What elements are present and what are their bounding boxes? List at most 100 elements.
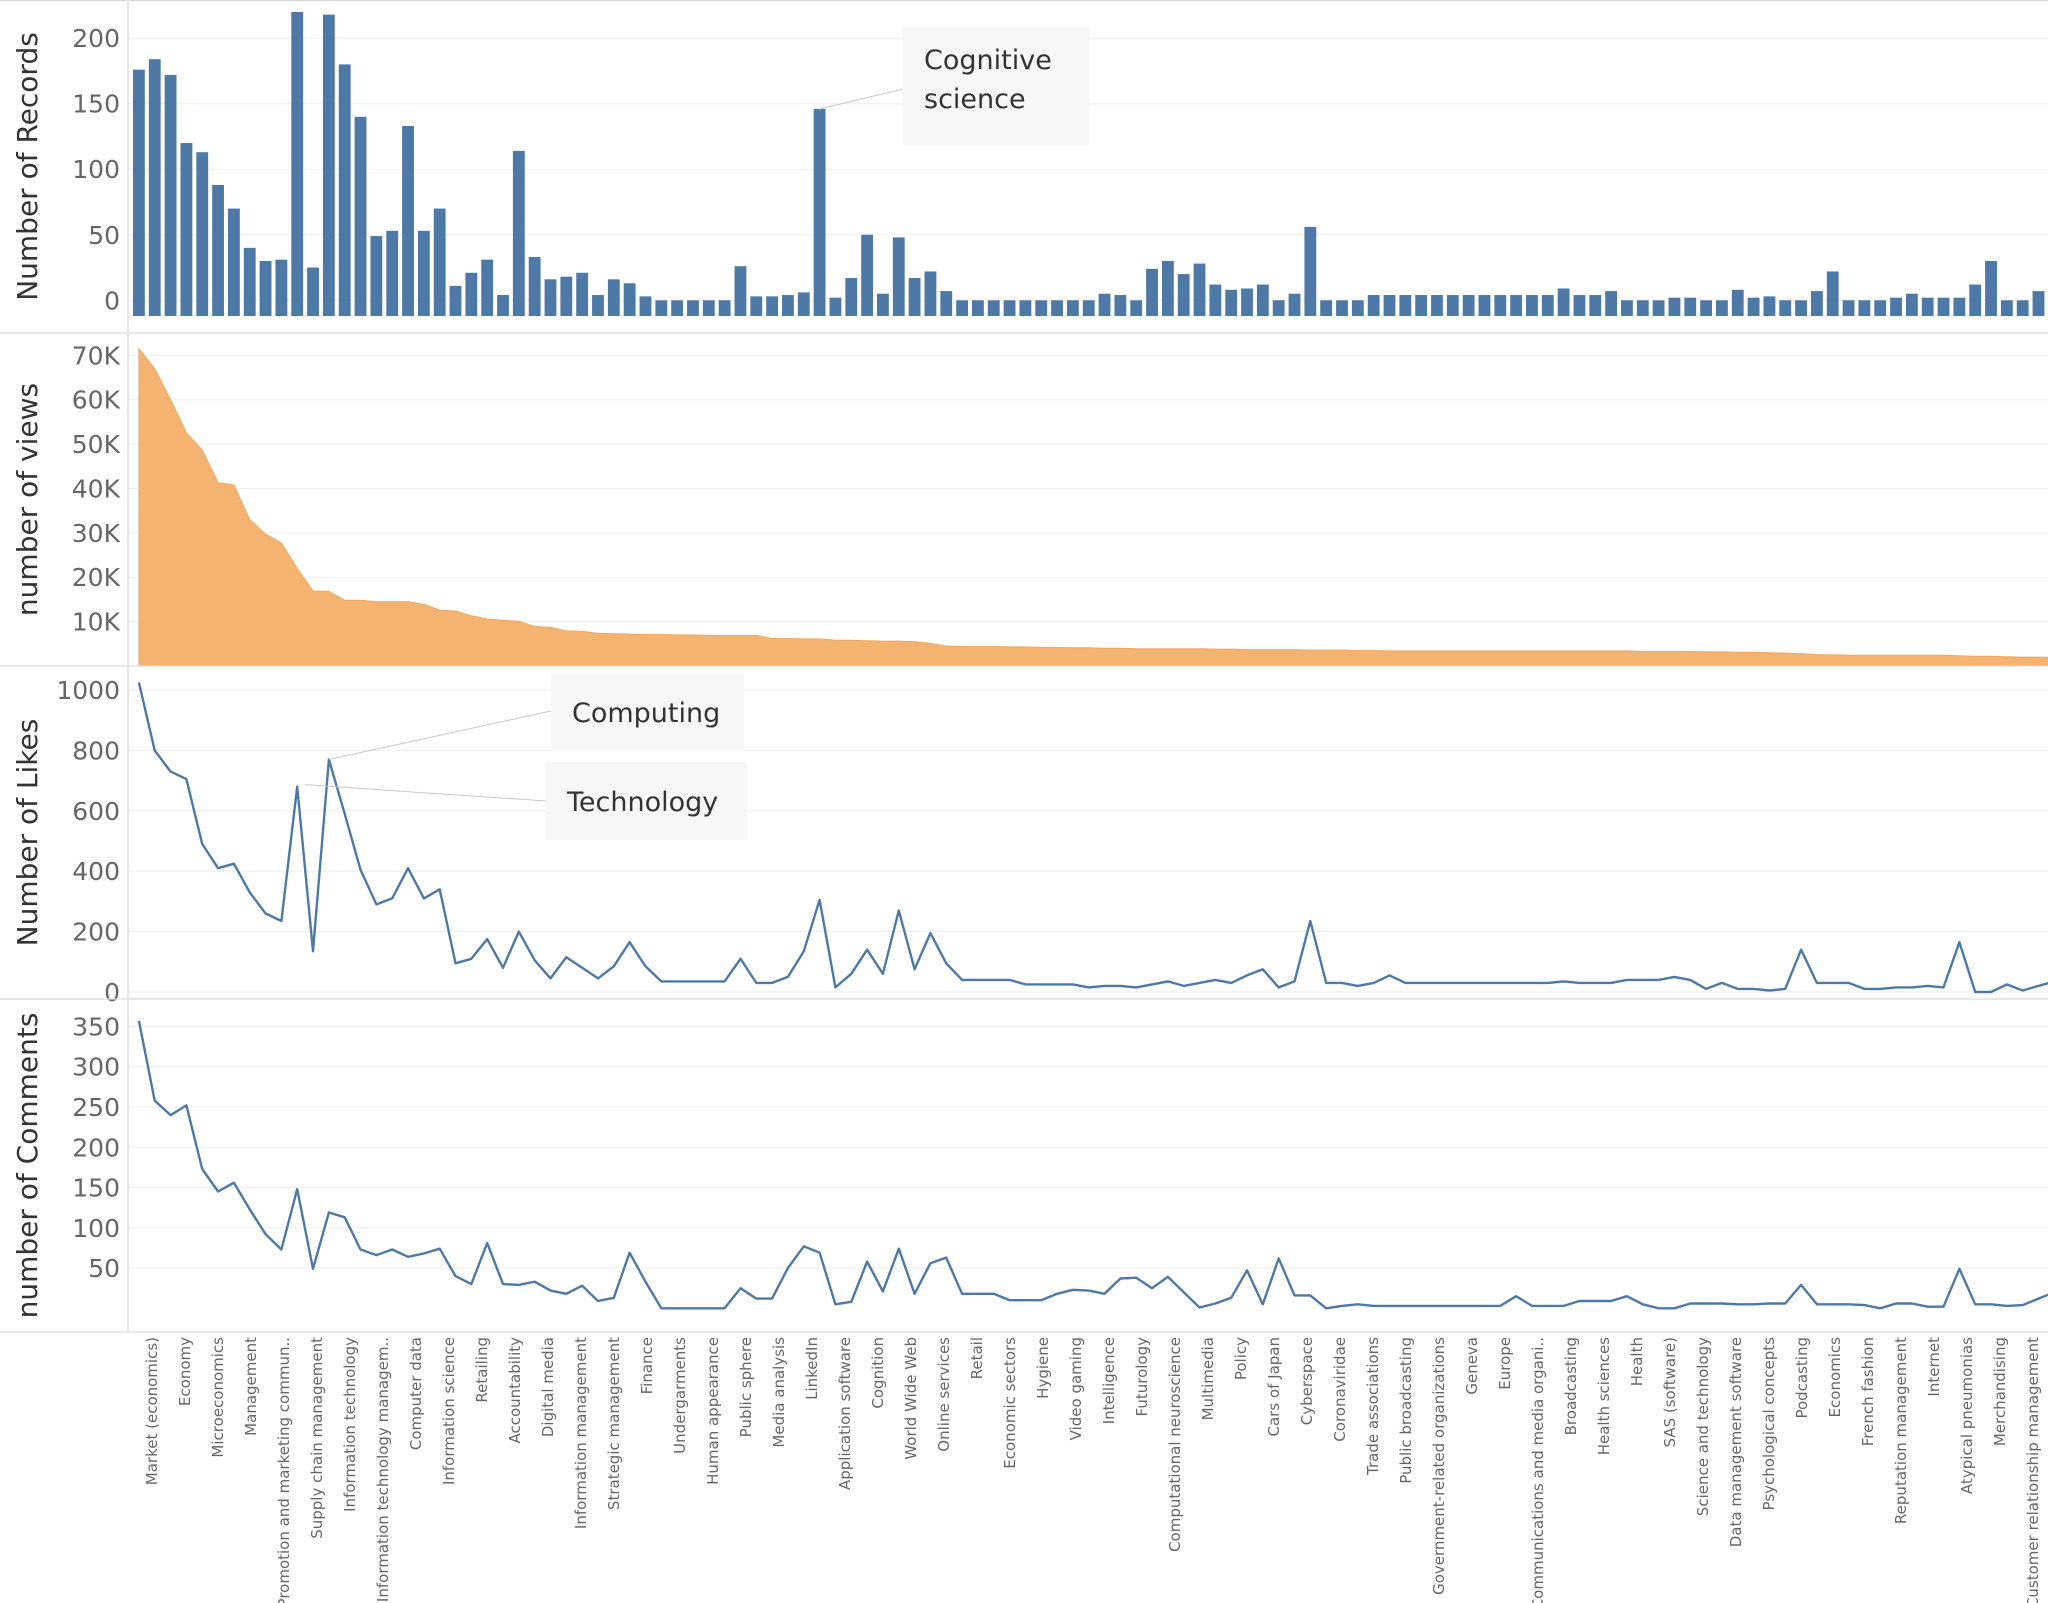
x-tick-label: Retailing <box>473 1337 491 1403</box>
bar <box>1700 300 1712 316</box>
bar <box>370 236 383 316</box>
x-tick-label: Cognition <box>869 1337 887 1409</box>
bar <box>671 300 684 316</box>
x-tick-label: Geneva <box>1463 1337 1481 1395</box>
bar <box>1241 288 1253 316</box>
bar <box>797 292 810 316</box>
panel-1: 10K 20K 30K 40K 50K 60K 70K number of views <box>0 341 2048 667</box>
bar <box>1446 295 1459 316</box>
x-tick-label: Government-related organizations <box>1430 1337 1448 1595</box>
x-tick-label: Hygiene <box>1034 1337 1052 1399</box>
bar <box>623 283 636 316</box>
bar <box>1589 295 1602 316</box>
y-tick-label: 50 <box>88 221 120 250</box>
bar <box>1684 297 1697 316</box>
bar <box>417 230 430 316</box>
y-axis-title: number of Comments <box>11 1013 44 1319</box>
x-tick-label: Media analysis <box>770 1337 788 1448</box>
bar <box>924 271 937 316</box>
bar <box>1510 295 1523 316</box>
bar <box>386 230 399 316</box>
bar <box>1035 300 1048 316</box>
bar <box>1810 291 1823 316</box>
annotation-label: Computing <box>572 698 720 729</box>
x-tick-label: Economic sectors <box>1001 1337 1019 1469</box>
y-tick-label: 30K <box>72 519 121 548</box>
bar <box>1066 300 1079 316</box>
bar <box>243 247 256 316</box>
annotation-leader <box>328 710 552 760</box>
bar <box>845 278 858 316</box>
bar <box>1114 295 1127 316</box>
y-tick-label: 400 <box>72 857 120 886</box>
bar <box>1336 300 1348 316</box>
y-tick-label: 40K <box>72 474 121 503</box>
bar <box>1826 271 1839 316</box>
bar <box>1383 295 1396 316</box>
bar <box>1146 268 1158 316</box>
x-tick-label: Cyberspace <box>1298 1337 1316 1425</box>
x-tick-label: Customer relationship management <box>2024 1337 2042 1603</box>
bar <box>1288 293 1301 316</box>
bar <box>940 291 953 316</box>
x-tick-label: Economics <box>1826 1337 1844 1418</box>
bar <box>307 267 319 316</box>
x-tick-label: Microeconomics <box>209 1337 227 1458</box>
y-axis-title: Number of Records <box>11 32 44 301</box>
x-tick-label: Communications and media organi.. <box>1529 1337 1547 1603</box>
x-tick-label: Digital media <box>539 1337 557 1437</box>
y-tick-label: 60K <box>72 386 121 415</box>
bar <box>1874 300 1887 316</box>
bar <box>196 152 209 316</box>
bar <box>1256 284 1269 316</box>
panel-2: 0 200 400 600 800 1000 Number of Likes Computin… <box>0 673 2048 1007</box>
x-tick-label: Human appearance <box>704 1337 722 1485</box>
y-tick-label: 350 <box>72 1012 120 1041</box>
x-tick-label: Application software <box>836 1337 854 1490</box>
bar <box>1051 300 1063 316</box>
y-tick-label: 1000 <box>56 676 120 705</box>
bar <box>718 300 731 316</box>
bar <box>544 279 557 316</box>
x-tick-label: Policy <box>1232 1337 1250 1380</box>
bar <box>829 297 842 316</box>
x-tick-label: Information technology <box>341 1337 359 1512</box>
bar <box>1779 300 1792 316</box>
x-tick-label: Psychological concepts <box>1760 1337 1778 1511</box>
x-tick-label: Europe <box>1496 1337 1514 1390</box>
bar <box>576 272 589 316</box>
bar <box>1494 295 1507 316</box>
panel-0: 0 50 100 150 200 Number of Records Cognitive sc… <box>0 12 2048 334</box>
bar <box>1304 226 1317 316</box>
bar <box>702 300 715 316</box>
bar <box>1320 300 1333 316</box>
bar <box>164 74 177 317</box>
bar <box>338 64 351 317</box>
bar <box>180 143 193 316</box>
bar <box>1019 300 1032 316</box>
x-tick-label: Atypical pneumonias <box>1958 1337 1976 1494</box>
line-series <box>137 1020 2048 1310</box>
bar <box>1890 297 1902 316</box>
x-tick-label: Computer data <box>407 1337 425 1450</box>
bar <box>1541 295 1554 316</box>
bar <box>1130 300 1143 316</box>
bar <box>1209 284 1222 316</box>
x-tick-label: French fashion <box>1859 1337 1877 1446</box>
bar <box>212 184 224 316</box>
bar <box>133 69 145 316</box>
x-tick-label: Accountability <box>506 1337 524 1444</box>
x-tick-label: Cars of Japan <box>1265 1337 1283 1436</box>
annotation-leader <box>819 88 904 110</box>
y-tick-label: 0 <box>104 978 120 1007</box>
bar <box>1636 300 1649 316</box>
bar <box>908 278 921 316</box>
bar <box>465 272 478 316</box>
x-tick-label: Internet <box>1925 1337 1943 1397</box>
y-tick-label: 100 <box>72 1214 120 1243</box>
bar <box>1953 297 1966 316</box>
bar <box>734 266 747 316</box>
line-series <box>137 682 2048 994</box>
x-tick-label: Market (economics) <box>143 1337 161 1485</box>
annotation-box <box>551 673 744 751</box>
